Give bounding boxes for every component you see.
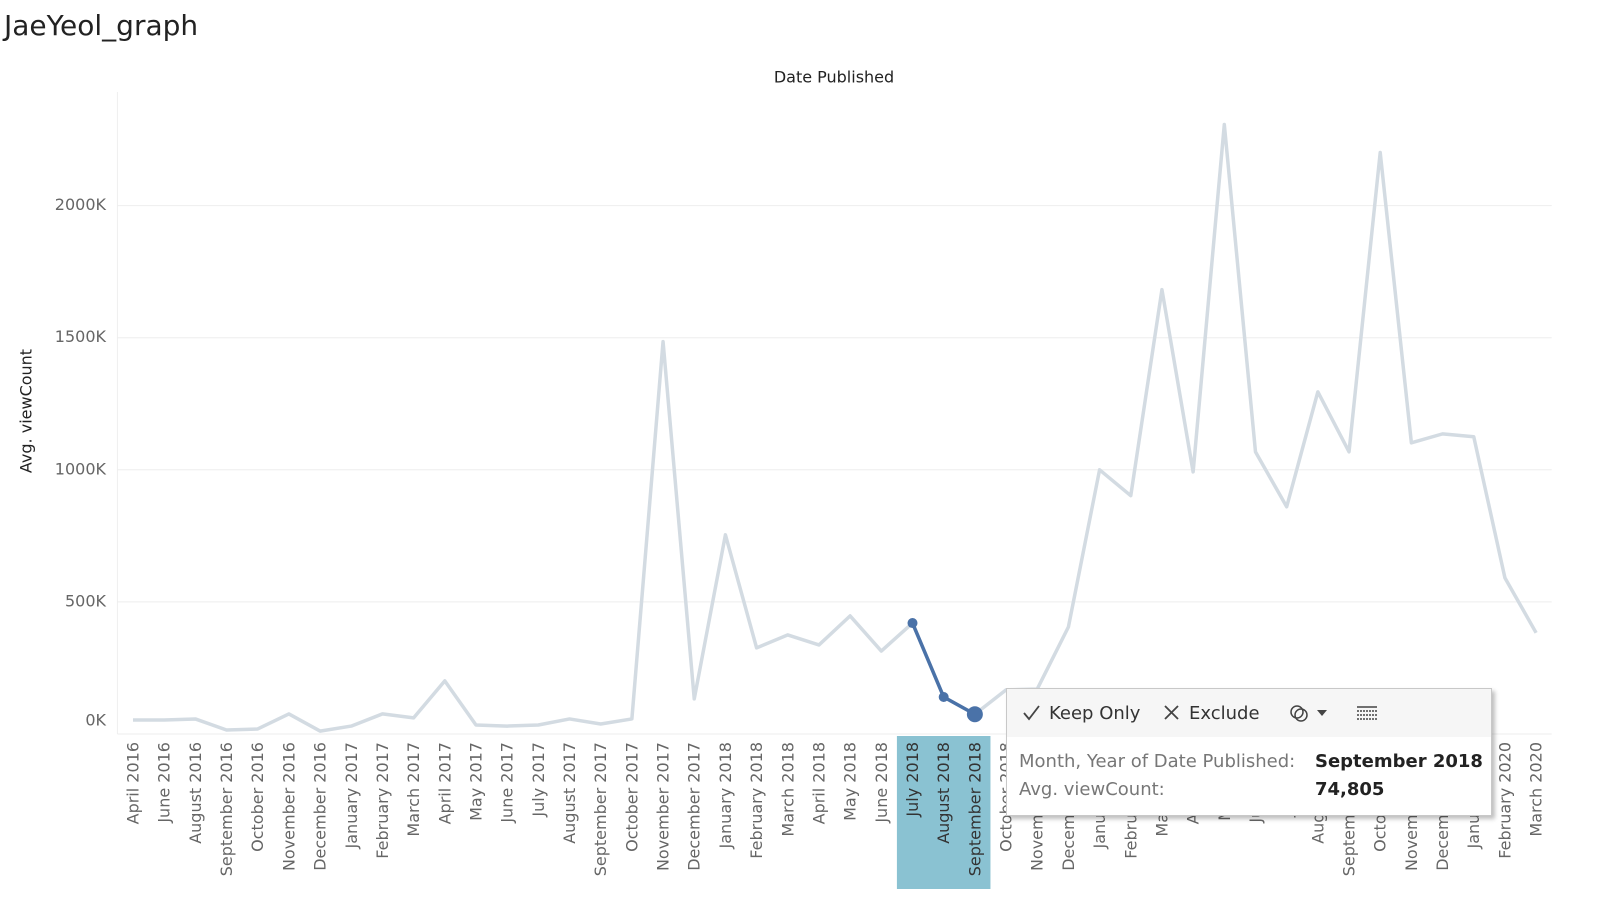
tooltip-actions: Keep Only Exclude	[1007, 689, 1491, 737]
x-tick-label: December 2017	[685, 742, 704, 871]
point	[938, 692, 949, 703]
tooltip-label: Avg. viewCount:	[1019, 778, 1165, 800]
x-tick-label: August 2017	[560, 742, 579, 844]
tooltip-row: Month, Year of Date Published: September …	[1007, 747, 1491, 775]
y-tick-label: 0K	[85, 711, 106, 730]
x-tick-label: October 2016	[248, 742, 267, 852]
tooltip: Keep Only Exclude Month, Year of Date Pu…	[1006, 688, 1492, 816]
x-tick-label: April 2017	[435, 742, 454, 824]
x-tick-label: June 2017	[498, 742, 517, 824]
y-axis-title: Avg. viewCount	[17, 349, 36, 473]
x-tick-label: August 2016	[186, 742, 205, 844]
x-tick-label: January 2018	[716, 742, 735, 849]
x-tick-label: May 2017	[466, 742, 485, 821]
x-tick-label: December 2016	[311, 742, 330, 871]
x-tick-label: March 2020	[1527, 742, 1546, 837]
x-tick-label: March 2017	[404, 742, 423, 837]
x-tick-label: November 2017	[654, 742, 673, 871]
tooltip-label: Month, Year of Date Published:	[1019, 750, 1296, 772]
tooltip-value: September 2018	[1315, 750, 1483, 772]
x-icon	[1164, 705, 1179, 720]
tooltip-value: 74,805	[1315, 778, 1385, 800]
series-line	[132, 122, 1538, 733]
x-tick-label: September 2016	[217, 742, 236, 876]
page-title: JaeYeol_graph	[2, 9, 198, 42]
x-tick-label: May 2018	[841, 742, 860, 821]
x-tick-label: April 2018	[809, 742, 828, 824]
x-tick-label: August 2018	[934, 742, 953, 844]
keep-only-label: Keep Only	[1049, 702, 1141, 724]
axis-title: Date Published	[774, 68, 894, 87]
exclude[interactable]: Exclude	[1161, 703, 1287, 724]
x-tick-label: February 2018	[747, 742, 766, 859]
x-tick-label: September 2018	[965, 742, 984, 876]
y-tick-label: 500K	[65, 591, 107, 610]
x-tick-label: July 2017	[529, 742, 548, 818]
x-tick-label: February 2017	[373, 742, 392, 859]
point	[907, 618, 918, 629]
x-tick-label: April 2016	[123, 742, 142, 824]
check-icon	[1023, 705, 1040, 721]
x-tick-label: September 2017	[591, 742, 610, 876]
point	[966, 706, 983, 723]
x-tick-label: June 2018	[872, 742, 891, 824]
x-tick-label: November 2016	[279, 742, 298, 871]
x-tick-label: March 2018	[778, 742, 797, 837]
x-tick-label: July 2018	[903, 742, 922, 818]
group-icon[interactable]	[1287, 703, 1337, 723]
y-tick-label: 1500K	[55, 327, 107, 346]
x-tick-label: February 2020	[1495, 742, 1514, 859]
keep-only[interactable]: Keep Only	[1021, 703, 1161, 724]
selection-band	[896, 736, 991, 889]
exclude-label: Exclude	[1189, 702, 1260, 724]
x-tick-label: January 2017	[342, 742, 361, 849]
tooltip-row: Avg. viewCount: 74,805	[1007, 775, 1491, 803]
y-tick-label: 1000K	[55, 459, 107, 478]
y-tick-label: 2000K	[55, 195, 107, 214]
x-tick-label: October 2017	[622, 742, 641, 852]
x-tick-label: June 2016	[155, 742, 174, 824]
data-icon[interactable]	[1355, 703, 1385, 723]
